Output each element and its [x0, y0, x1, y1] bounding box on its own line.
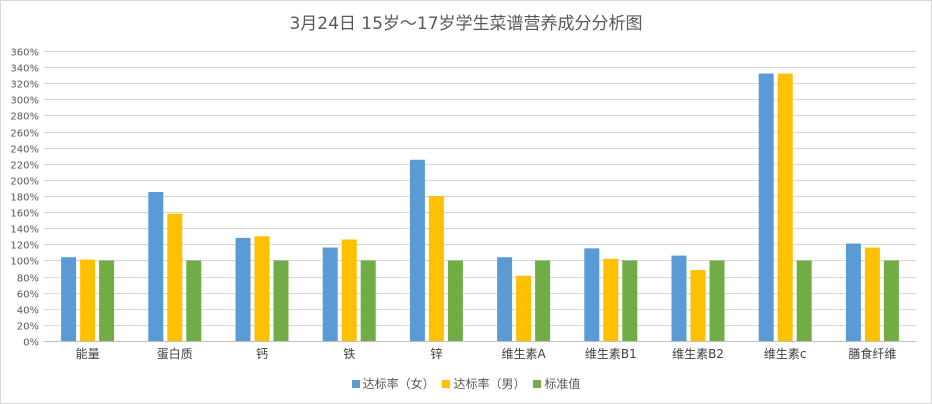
bar	[273, 260, 289, 341]
chart-legend: 达标率（女） 达标率（男） 标准值	[0, 375, 932, 392]
legend-swatch-female	[351, 380, 360, 388]
y-tick-label: 260%	[10, 129, 39, 140]
x-tick-label: 铁	[343, 347, 355, 361]
bar	[167, 213, 183, 341]
bar	[671, 255, 687, 341]
y-tick-label: 180%	[10, 193, 39, 204]
bar	[758, 73, 774, 342]
y-tick-label: 160%	[10, 209, 39, 220]
bar	[497, 257, 513, 341]
x-tick-label: 维生素c	[764, 347, 807, 361]
legend-swatch-standard	[533, 380, 542, 388]
y-tick-label: 120%	[10, 241, 39, 252]
x-tick-label: 锌	[430, 347, 442, 361]
bar	[186, 260, 202, 341]
bar	[148, 191, 164, 341]
bar	[409, 159, 425, 341]
bar	[603, 258, 619, 341]
legend-item-male: 达标率（男）	[442, 375, 526, 392]
bar	[883, 260, 899, 341]
y-tick-label: 360%	[10, 48, 39, 59]
y-tick-label: 340%	[10, 64, 39, 75]
x-tick-label: 膳食纤维	[848, 346, 896, 361]
bar	[428, 196, 444, 341]
legend-label-standard: 标准值	[544, 377, 581, 391]
bar	[535, 260, 551, 341]
bar	[341, 239, 357, 341]
y-tick-label: 200%	[10, 177, 39, 188]
bar	[516, 275, 532, 341]
y-tick-label: 40%	[17, 306, 39, 317]
x-tick-label: 维生素A	[501, 347, 546, 361]
y-tick-label: 240%	[10, 145, 39, 156]
y-tick-label: 80%	[17, 274, 39, 285]
x-tick-label: 能量	[76, 347, 100, 361]
y-tick-label: 300%	[10, 96, 39, 107]
y-tick-label: 220%	[10, 161, 39, 172]
legend-label-male: 达标率（男）	[453, 377, 526, 391]
legend-item-standard: 标准值	[533, 375, 580, 392]
bar	[777, 73, 793, 342]
bar	[690, 270, 706, 341]
chart-title: 3月24日 15岁～17岁学生菜谱营养成分分析图	[289, 14, 643, 34]
bar	[796, 260, 812, 341]
x-tick-label: 蛋白质	[157, 346, 193, 361]
x-tick-label: 钙	[256, 347, 268, 361]
bar	[709, 260, 725, 341]
legend-swatch-male	[442, 380, 451, 388]
bar	[845, 243, 861, 341]
bar	[235, 237, 251, 341]
y-tick-label: 60%	[17, 290, 39, 301]
y-tick-label: 320%	[10, 80, 39, 91]
y-tick-label: 20%	[17, 322, 39, 333]
bar	[360, 260, 376, 341]
y-tick-label: 280%	[10, 112, 39, 123]
x-tick-label: 维生素B2	[672, 347, 724, 361]
y-tick-label: 100%	[10, 257, 39, 268]
bar	[99, 260, 115, 341]
x-tick-label: 维生素B1	[585, 347, 637, 361]
legend-item-female: 达标率（女）	[351, 375, 435, 392]
bar	[254, 236, 270, 341]
legend-label-female: 达标率（女）	[362, 377, 435, 391]
bar	[622, 260, 638, 341]
bar	[447, 260, 463, 341]
bar	[584, 248, 600, 341]
y-tick-label: 140%	[10, 225, 39, 236]
bar	[80, 259, 96, 341]
bar	[864, 247, 880, 341]
bar	[322, 247, 338, 341]
bar	[61, 257, 77, 341]
y-tick-label: 0%	[23, 338, 39, 349]
